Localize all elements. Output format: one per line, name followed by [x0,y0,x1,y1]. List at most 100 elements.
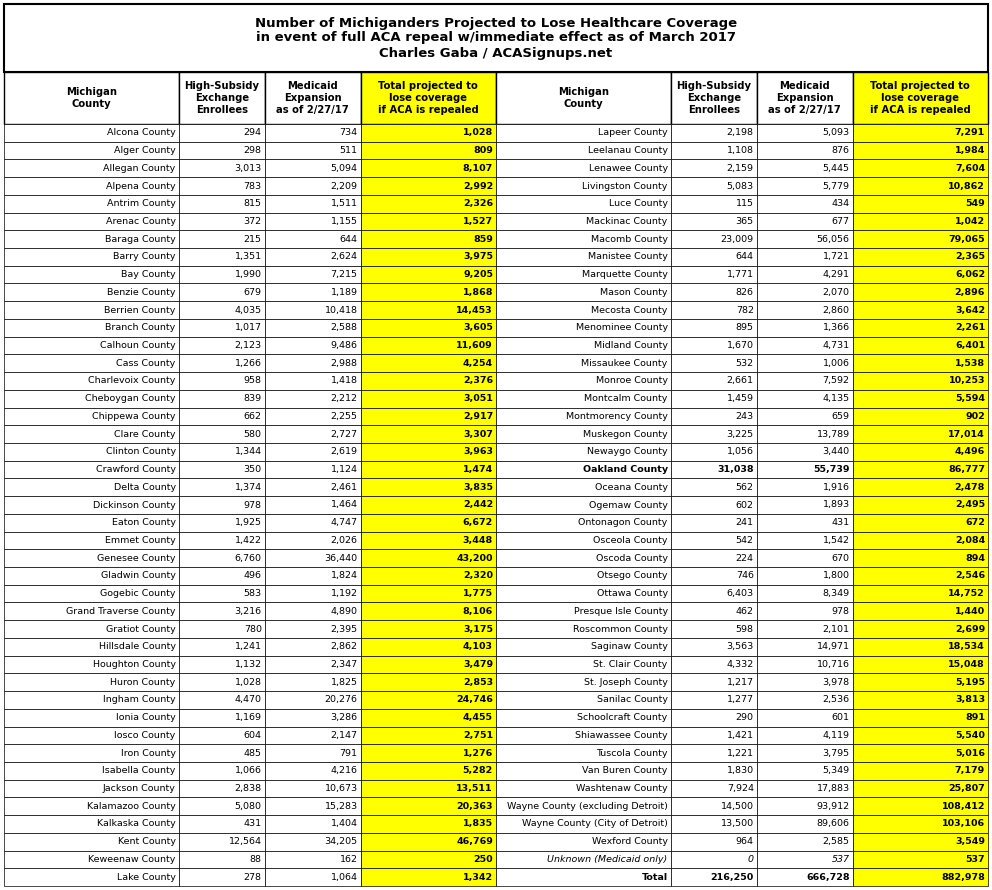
Text: Lapeer County: Lapeer County [598,128,668,137]
Text: Alpena County: Alpena County [106,182,176,190]
Text: Wayne County (excluding Detroit): Wayne County (excluding Detroit) [507,802,668,811]
Text: 895: 895 [736,323,754,332]
Bar [361,869,496,886]
Text: Dickinson County: Dickinson County [93,500,176,509]
Text: Benzie County: Benzie County [107,287,176,297]
Bar [179,620,265,638]
Text: 15,048: 15,048 [948,660,985,669]
Text: 1,771: 1,771 [727,271,754,279]
Bar [496,159,671,177]
Bar [4,124,179,142]
Text: 4,496: 4,496 [954,448,985,457]
Text: 2,070: 2,070 [822,287,850,297]
Text: 1,775: 1,775 [463,589,493,598]
Text: 79,065: 79,065 [948,235,985,244]
Text: 537: 537 [831,855,850,864]
Text: 14,752: 14,752 [948,589,985,598]
Bar [496,354,671,372]
Bar [4,797,179,815]
Text: 290: 290 [736,713,754,722]
Text: Gratiot County: Gratiot County [106,625,176,634]
Bar [496,638,671,656]
Bar [4,284,179,301]
Bar [496,248,671,266]
Bar [265,159,361,177]
Bar [671,797,757,815]
Text: 7,291: 7,291 [954,128,985,137]
Bar [496,815,671,833]
Bar [496,797,671,815]
Bar [265,638,361,656]
Text: 162: 162 [339,855,358,864]
Bar [4,319,179,336]
Text: 14,971: 14,971 [816,643,850,651]
Bar [4,425,179,443]
Bar [853,603,988,620]
Text: Charlevoix County: Charlevoix County [88,376,176,385]
Bar [265,674,361,691]
Text: 5,083: 5,083 [726,182,754,190]
Text: 25,807: 25,807 [948,784,985,793]
Bar [361,408,496,425]
Bar [265,354,361,372]
Text: 43,200: 43,200 [456,554,493,562]
Text: 2,661: 2,661 [727,376,754,385]
Text: 434: 434 [831,199,850,208]
Text: Genesee County: Genesee County [97,554,176,562]
Bar [265,726,361,744]
Text: Livingston County: Livingston County [582,182,668,190]
Bar [671,744,757,762]
Bar [853,567,988,585]
Bar [853,124,988,142]
Text: 3,963: 3,963 [463,448,493,457]
Text: 485: 485 [244,748,262,757]
Bar [265,319,361,336]
Text: 350: 350 [244,465,262,474]
Bar [671,284,757,301]
Text: Cheboygan County: Cheboygan County [85,394,176,403]
Bar [496,567,671,585]
Bar [496,726,671,744]
Bar [757,726,853,744]
Text: Arenac County: Arenac County [106,217,176,226]
Bar [4,585,179,603]
Text: Ogemaw County: Ogemaw County [589,500,668,509]
Bar [757,567,853,585]
Text: 1,169: 1,169 [235,713,262,722]
Text: 580: 580 [244,430,262,439]
Bar [265,762,361,780]
Text: Delta County: Delta County [113,482,176,492]
Bar [179,691,265,708]
Text: 1,066: 1,066 [235,766,262,775]
Bar [361,248,496,266]
Text: 2,862: 2,862 [330,643,358,651]
Text: Kalkaska County: Kalkaska County [97,820,176,829]
Text: Berrien County: Berrien County [104,305,176,314]
Text: 2,727: 2,727 [330,430,358,439]
Text: 537: 537 [965,855,985,864]
Text: 431: 431 [831,518,850,527]
Bar [179,708,265,726]
Bar [265,585,361,603]
Bar [757,797,853,815]
Text: 10,862: 10,862 [948,182,985,190]
Text: 15,283: 15,283 [324,802,358,811]
Text: Unknown (Medicaid only): Unknown (Medicaid only) [548,855,668,864]
Bar [496,231,671,248]
Bar [853,336,988,354]
Text: 782: 782 [736,305,754,314]
Bar [853,869,988,886]
Text: 783: 783 [244,182,262,190]
Bar [4,762,179,780]
Text: 3,975: 3,975 [463,253,493,262]
Text: 2,261: 2,261 [954,323,985,332]
Text: 108,412: 108,412 [941,802,985,811]
Text: Lenawee County: Lenawee County [588,164,668,173]
Text: 3,605: 3,605 [463,323,493,332]
Text: 23,009: 23,009 [720,235,754,244]
Text: 3,225: 3,225 [726,430,754,439]
Text: 2,347: 2,347 [330,660,358,669]
Bar [179,851,265,869]
Text: 431: 431 [244,820,262,829]
Text: 1,192: 1,192 [330,589,358,598]
